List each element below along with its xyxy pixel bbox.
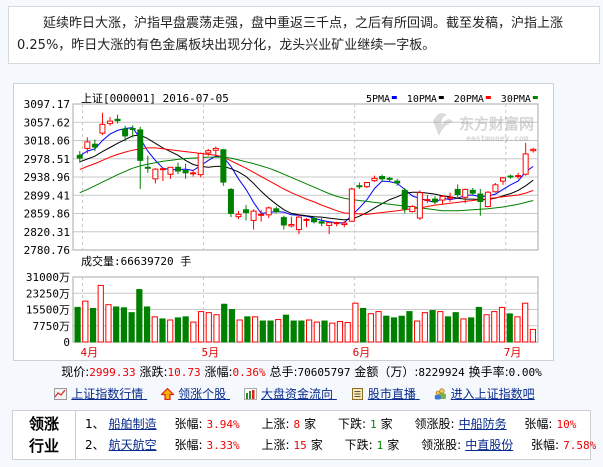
watermark-en: eastmoney.com [466,134,529,143]
link-market-live[interactable]: 股市直播 [351,387,420,401]
line-chart-icon [54,388,68,400]
svg-text:7月: 7月 [504,346,522,359]
svg-text:7750万: 7750万 [33,320,71,333]
up-arrow-icon [161,388,175,400]
svg-text:3097.17: 3097.17 [24,98,70,111]
svg-text:31000万: 31000万 [26,271,70,284]
document-icon [351,388,363,400]
up-count: 15 [293,439,307,452]
price-grid [72,103,539,343]
current-price: 2999.33 [89,366,136,379]
article-paragraph: 延续昨日大涨，沪指早盘震荡走强，盘中重返三千点，之后有所回调。截至发稿，沪指上涨… [8,6,600,64]
amount-label: 金额（万）: [354,365,419,379]
svg-text:3057.62: 3057.62 [24,116,70,129]
leader-pct: 10% [556,418,577,431]
link-sh-index-quote[interactable]: 上证指数行情 [54,387,147,401]
turnover-label: 换手率: [468,365,509,379]
svg-text:3018.06: 3018.06 [24,135,70,148]
volume-bars [74,284,536,343]
eastmoney-watermark: 东方财富网 eastmoney.com [433,113,534,143]
link-leading-stocks[interactable]: 领涨个股 [161,387,230,401]
quote-bar: 现价:2999.33 涨跌:10.73 涨幅:0.36% 总手:70605797… [0,362,603,383]
svg-text:23250万: 23250万 [26,287,70,300]
svg-text:5PMA: 5PMA [366,94,390,105]
watermark-cn: 东方财富网 [459,115,534,133]
total-amount: 8229924 [418,366,465,379]
svg-text:30PMA: 30PMA [501,94,531,105]
sector-rows: 1、 船舶制造 张幅: 3.94% 上涨: 8 家 下跌: 1 家 领涨股: 中船防务 张幅:… [85,414,600,456]
price-label: 现价: [61,365,90,379]
svg-text:10PMA: 10PMA [407,94,437,105]
pct-label: 涨幅: [204,365,233,379]
total-volume: 70605797 [297,366,351,379]
leader-pct: 7.58% [563,439,597,452]
axis-labels: 3097.17 3057.62 3018.06 2978.51 2938.96 2899.… [24,98,522,359]
svg-text:6月: 6月 [353,346,371,359]
sector-pct: 3.33% [206,439,240,452]
leader-stock-link[interactable]: 中船防务 [458,417,507,431]
svg-text:5月: 5月 [201,346,219,359]
link-sh-index-forum[interactable]: 进入上证指数吧 [434,387,535,401]
svg-text:20PMA: 20PMA [454,94,484,105]
quick-links: 上证指数行情 领涨个股 大盘资金流向 股市直播 进入上证指数吧 [0,384,603,404]
leader-stock-link[interactable]: 中直股份 [465,438,514,452]
watermark-logo-icon [433,113,453,136]
sector-row: 2、 航天航空 张幅: 3.33% 上涨: 15 家 下跌: 1 家 领涨股: 中直股份 张幅… [85,438,597,452]
price-change: 10.73 [167,366,201,379]
svg-text:2938.96: 2938.96 [24,171,70,184]
bar-chart-icon [243,388,257,400]
sector-pct: 3.94% [206,418,240,431]
svg-text:2859.86: 2859.86 [24,208,70,221]
volume-title: 成交量:66639720 手 [81,254,191,268]
price-change-pct: 0.36% [232,366,266,379]
leading-sectors-label: 领涨 行业 [13,411,76,459]
svg-text:15500万: 15500万 [26,304,70,317]
stock-chart: 东方财富网 eastmoney.com 3097.17 3057.62 3018.0… [24,92,539,359]
svg-text:0: 0 [63,336,70,349]
svg-text:2899.41: 2899.41 [24,189,70,202]
link-market-fund-flow[interactable]: 大盘资金流向 [243,387,337,401]
chart-title: 上证[000001] 2016-07-05 [81,92,229,105]
candlesticks [76,112,537,235]
users-icon [434,388,446,400]
svg-text:2820.31: 2820.31 [24,226,70,239]
up-count: 8 [293,418,301,431]
volume-label: 总手: [269,365,298,379]
svg-text:2978.51: 2978.51 [24,153,70,166]
sector-link[interactable]: 船舶制造 [108,417,157,431]
sector-link[interactable]: 航天航空 [108,438,157,452]
svg-text:2780.76: 2780.76 [24,244,70,257]
turnover-rate: 0.00% [508,366,542,379]
article-text: 延续昨日大涨，沪指早盘震荡走强，盘中重返三千点，之后有所回调。截至发稿，沪指上涨… [17,16,564,53]
chart-frame: 东方财富网 eastmoney.com 3097.17 3057.62 3018.0… [13,83,554,361]
down-count: 1 [370,418,377,431]
sector-row: 1、 船舶制造 张幅: 3.94% 上涨: 8 家 下跌: 1 家 领涨股: 中船防务 张幅:… [85,417,577,431]
down-count: 1 [376,439,384,452]
svg-text:4月: 4月 [81,346,99,359]
leading-sectors-panel: 领涨 行业 1、 船舶制造 张幅: 3.94% 上涨: 8 家 下跌: 1 家 领涨股: 中船… [12,410,596,460]
ma-legend: 5PMA 10PMA 20PMA 30PMA [366,94,538,105]
change-label: 涨跌: [139,365,168,379]
